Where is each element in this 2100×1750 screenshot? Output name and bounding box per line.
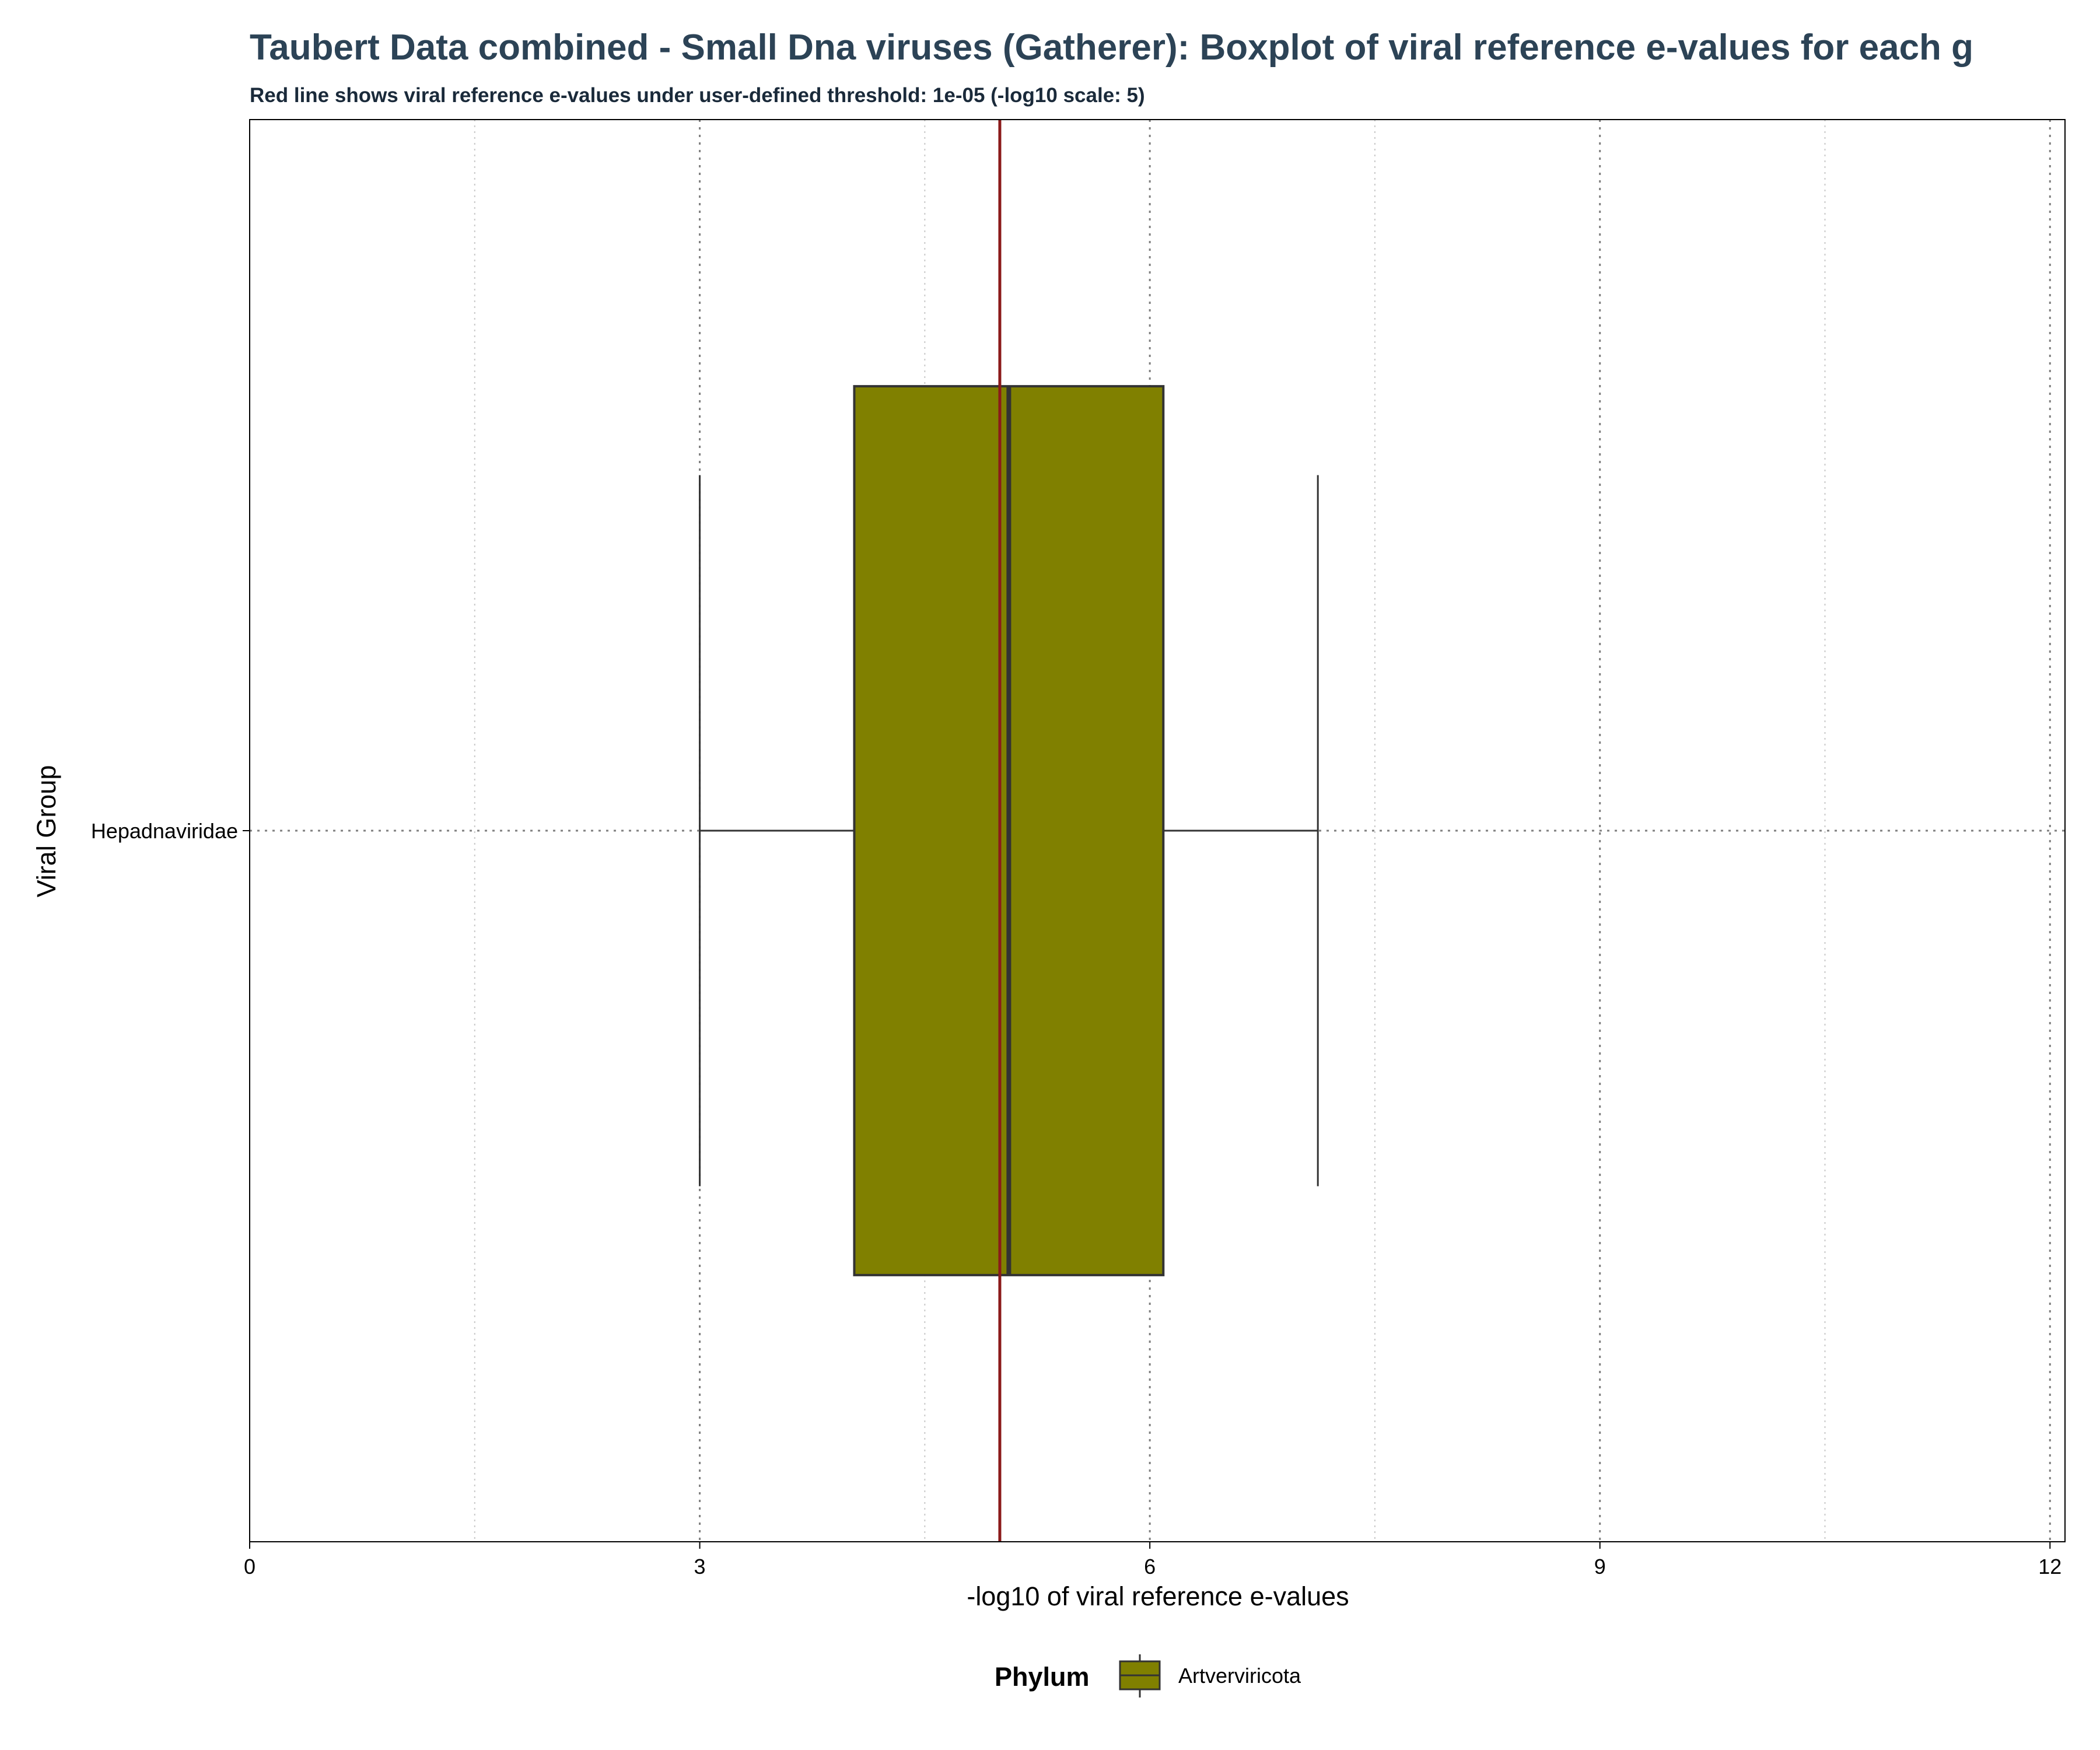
major-gridlines [250,120,2065,1542]
x-tick-label: 9 [1594,1555,1606,1578]
legend-title: Phylum [995,1662,1090,1692]
x-axis-title: -log10 of viral reference e-values [967,1581,1349,1611]
boxes-layer [699,385,1319,1276]
x-axis-ticks: 0 3 6 9 12 [244,1542,2062,1578]
y-axis-title: Viral Group [32,765,61,898]
legend-label: Artverviricota [1178,1664,1301,1688]
legend-entry: Artverviricota [1119,1654,1301,1698]
x-tick-label: 0 [244,1555,256,1578]
legend-entries: Artverviricota [1119,1654,1301,1698]
chart-subtitle: Red line shows viral reference e-values … [250,84,1145,107]
y-tick-label: Hepadnaviridae [91,819,238,843]
legend: Phylum Artverviricota [995,1654,1301,1698]
box-hepadnaviridae [699,385,1319,1276]
minor-gridlines [474,120,1826,1542]
x-tick-label: 3 [694,1555,706,1578]
x-tick-label: 12 [2038,1555,2062,1578]
chart-title: Taubert Data combined - Small Dna viruse… [250,27,1973,68]
x-tick-label: 6 [1144,1555,1156,1578]
y-axis-ticks: Hepadnaviridae [91,819,250,843]
